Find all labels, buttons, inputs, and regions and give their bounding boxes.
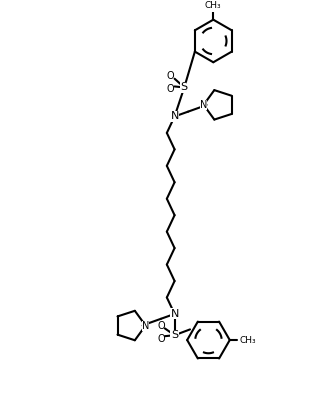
Text: O: O: [157, 334, 165, 344]
Text: N: N: [170, 309, 179, 319]
Text: CH₃: CH₃: [205, 1, 222, 10]
Text: O: O: [167, 84, 175, 94]
Text: N: N: [200, 100, 207, 110]
Text: CH₃: CH₃: [239, 336, 256, 344]
Text: O: O: [167, 71, 175, 81]
Text: S: S: [171, 330, 178, 340]
Text: N: N: [170, 112, 179, 122]
Text: N: N: [142, 320, 149, 330]
Text: O: O: [157, 320, 165, 330]
Text: S: S: [181, 83, 188, 93]
